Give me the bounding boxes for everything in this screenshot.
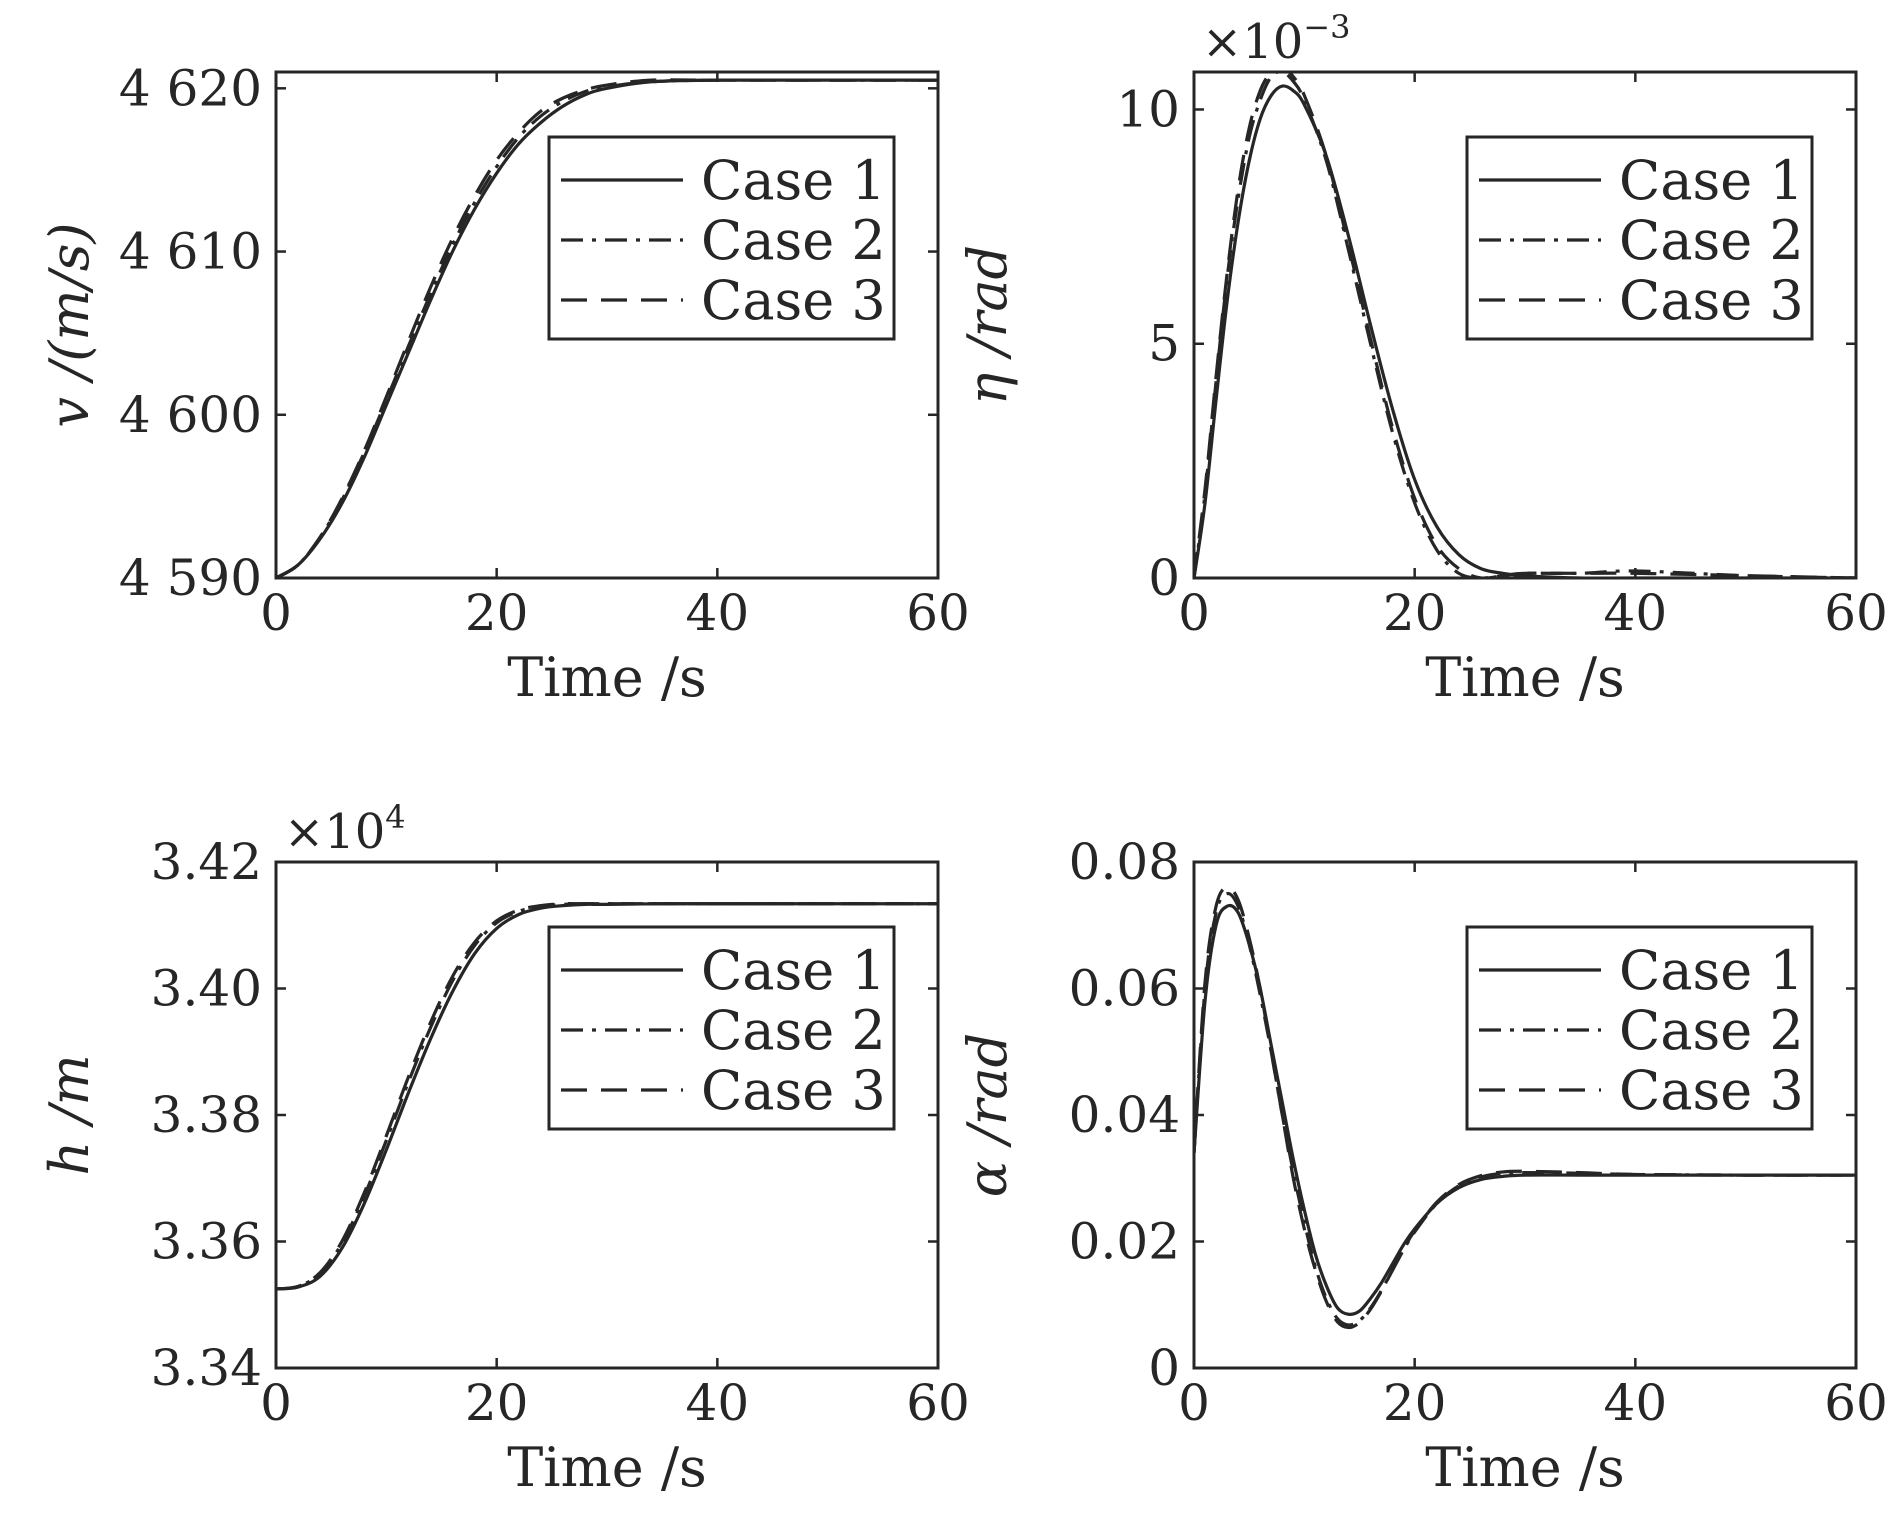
legend-box xyxy=(547,925,896,1131)
y-tick-label: 3.38 xyxy=(151,1086,262,1144)
x-tick-label: 20 xyxy=(1383,1374,1447,1432)
x-axis-label: Time /s xyxy=(507,1436,707,1499)
y-tick-label: 3.42 xyxy=(151,833,262,891)
legend-label-3: Case 3 xyxy=(701,1059,886,1122)
x-tick-label: 20 xyxy=(1383,584,1447,642)
exponent-base: ×10 xyxy=(284,804,385,860)
x-tick-label: 60 xyxy=(1824,584,1888,642)
legend-box xyxy=(1465,925,1814,1131)
exponent-power: 4 xyxy=(385,798,405,836)
x-axis-label: Time /s xyxy=(1425,1436,1625,1499)
x-tick-label: 20 xyxy=(465,584,529,642)
series-line-3 xyxy=(1194,885,1856,1330)
series-line-3 xyxy=(1194,72,1856,578)
y-tick-label: 0 xyxy=(1148,1339,1180,1397)
legend-label-1: Case 1 xyxy=(701,939,886,1002)
legend-label-1: Case 1 xyxy=(701,149,886,212)
y-tick-label: 4 600 xyxy=(119,386,262,444)
y-tick-label: 5 xyxy=(1148,315,1180,373)
x-axis-label: Time /s xyxy=(1425,646,1625,709)
x-tick-label: 60 xyxy=(906,584,970,642)
legend-label-2: Case 2 xyxy=(1619,999,1804,1062)
x-tick-label: 60 xyxy=(1824,1374,1888,1432)
legend-label-2: Case 2 xyxy=(701,999,886,1062)
y-tick-label: 0.06 xyxy=(1069,960,1180,1018)
legend-label-3: Case 3 xyxy=(701,269,886,332)
legend-box xyxy=(1465,135,1814,341)
y-tick-label: 4 610 xyxy=(119,223,262,281)
y-axis-label: α /rad xyxy=(956,1033,1019,1197)
legend-label-3: Case 3 xyxy=(1619,269,1804,332)
x-tick-label: 40 xyxy=(1604,584,1668,642)
x-tick-label: 0 xyxy=(1178,584,1210,642)
series-line-3 xyxy=(276,78,938,578)
chart-panel-4: 0 20 40 60 0 0.02 0.04 0.06 0.08 Time /s α /rad Cas… xyxy=(956,833,1888,1499)
y-tick-label: 0.04 xyxy=(1069,1086,1180,1144)
series-lines xyxy=(1194,885,1856,1330)
y-tick-label: 0.08 xyxy=(1069,833,1180,891)
y-axis-label: h /m xyxy=(38,1054,101,1175)
exponent-power: −3 xyxy=(1303,8,1350,46)
x-tick-label: 0 xyxy=(1178,1374,1210,1432)
legend-label-3: Case 3 xyxy=(1619,1059,1804,1122)
series-line-1 xyxy=(1194,903,1856,1316)
x-tick-label: 20 xyxy=(465,1374,529,1432)
series-line-3 xyxy=(276,902,938,1291)
x-tick-label: 0 xyxy=(260,584,292,642)
series-line-1 xyxy=(1194,84,1856,578)
axis-exponent-label: ×10−3 xyxy=(1202,8,1350,70)
chart-panel-1: 0 20 40 60 4 590 4 600 4 610 4 620 Time /s v /(m/… xyxy=(38,59,970,709)
y-tick-label: 4 620 xyxy=(119,59,262,117)
series-lines xyxy=(1194,72,1856,578)
y-tick-label: 0.02 xyxy=(1069,1213,1180,1271)
x-tick-label: 40 xyxy=(1604,1374,1668,1432)
y-axis-label: v /(m/s) xyxy=(38,222,101,427)
legend-label-1: Case 1 xyxy=(1619,939,1804,1002)
y-tick-label: 0 xyxy=(1148,549,1180,607)
axis-exponent-label: ×104 xyxy=(284,798,406,860)
x-tick-label: 60 xyxy=(906,1374,970,1432)
series-lines xyxy=(276,78,938,578)
x-tick-label: 40 xyxy=(686,584,750,642)
legend-label-2: Case 2 xyxy=(1619,209,1804,272)
exponent-base: ×10 xyxy=(1202,14,1303,70)
series-lines xyxy=(276,902,938,1291)
plot-area-frame xyxy=(274,70,940,580)
plot-area-frame xyxy=(1192,70,1858,580)
y-tick-label: 3.36 xyxy=(151,1213,262,1271)
x-axis-label: Time /s xyxy=(507,646,707,709)
y-axis-label: η /rad xyxy=(956,245,1019,405)
chart-panel-3: 0 20 40 60 3.34 3.36 3.38 3.40 3.42 Time /s h /m ×1… xyxy=(38,798,970,1499)
legend-label-2: Case 2 xyxy=(701,209,886,272)
y-tick-label: 10 xyxy=(1116,80,1180,138)
x-tick-label: 0 xyxy=(260,1374,292,1432)
y-tick-label: 3.40 xyxy=(151,960,262,1018)
y-tick-label: 3.34 xyxy=(151,1339,262,1397)
y-tick-label: 4 590 xyxy=(119,549,262,607)
legend-box xyxy=(547,135,896,341)
legend-label-1: Case 1 xyxy=(1619,149,1804,212)
x-tick-label: 40 xyxy=(686,1374,750,1432)
